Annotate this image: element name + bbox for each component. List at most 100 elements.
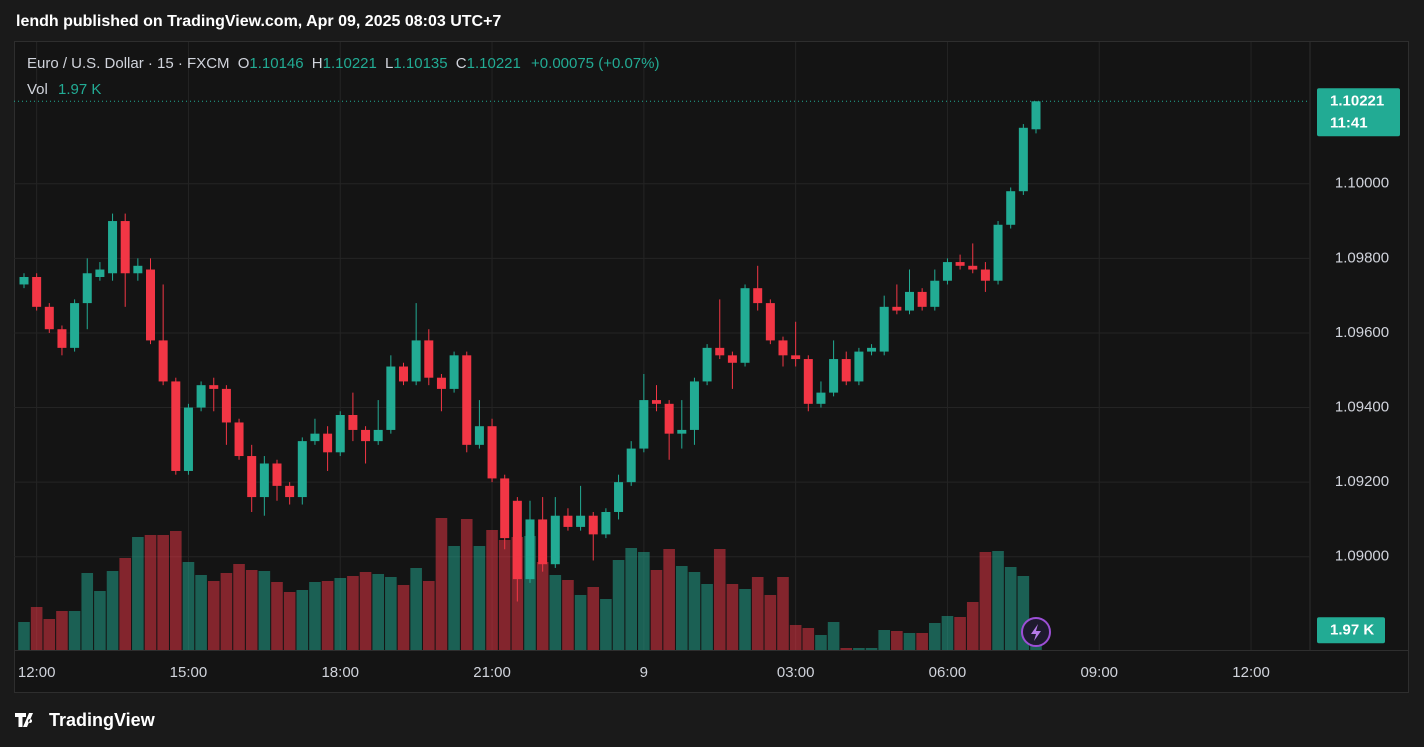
candle-body [664, 403, 674, 434]
high-label: H [312, 55, 323, 72]
alert-bolt [1031, 624, 1041, 641]
volume-bar [30, 607, 43, 650]
change: +0.00075 (+0.07%) [531, 55, 659, 72]
candle-body [44, 306, 54, 330]
candle-body [538, 519, 548, 565]
volume-bar [170, 531, 182, 650]
volume-bar [929, 623, 941, 650]
volume-bar [435, 518, 448, 650]
open-label: O [238, 55, 250, 72]
price-tag-countdown: 11:41 [1330, 114, 1368, 131]
candle-body [652, 400, 661, 404]
candle-body [146, 269, 155, 341]
candle-body [449, 355, 459, 389]
volume-bar [562, 580, 574, 650]
candle-body [348, 415, 358, 430]
volume-bar [94, 591, 106, 650]
volume-bar [309, 582, 321, 650]
volume-bar [157, 535, 169, 650]
candle-body [462, 355, 472, 445]
logo-mark [15, 713, 33, 727]
volume-bar [966, 602, 979, 650]
candle-body [689, 381, 699, 430]
volume-bar [865, 648, 878, 650]
candle-body [361, 429, 371, 442]
candle-body [500, 478, 510, 539]
volume-bar [726, 584, 739, 650]
candle-body [259, 463, 269, 498]
candle-body [892, 306, 902, 311]
volume-bar [410, 568, 422, 650]
x-tick-label: 18:00 [321, 664, 359, 681]
volume-bar [815, 635, 827, 650]
volume-tag [1317, 617, 1385, 644]
candle-body [803, 359, 813, 404]
legend: Euro / U.S. Dollar · 15 · FXCM O1.10146 … [27, 55, 659, 72]
candle-body [297, 441, 307, 498]
candle-body [95, 269, 105, 277]
volume-bar [448, 546, 460, 650]
candle-body [1031, 101, 1041, 130]
candle-body [626, 448, 636, 483]
volume-bar [245, 570, 258, 650]
candle-body [588, 515, 598, 535]
volume-bar [460, 519, 473, 650]
volume-bar [283, 592, 296, 650]
candle-body [905, 291, 914, 311]
publish-title: lendh published on TradingView.com, Apr … [16, 13, 501, 30]
volume-bar [916, 633, 928, 650]
candle-body [791, 355, 801, 360]
volume-bar [207, 581, 220, 650]
y-tick-label: 1.09600 [1335, 324, 1389, 341]
candle-body [816, 392, 826, 404]
volume-bar [106, 571, 119, 650]
candle-body [841, 359, 851, 382]
y-tick-label: 1.09000 [1335, 548, 1389, 565]
volume-bar [764, 595, 777, 650]
y-tick-label: 1.09400 [1335, 399, 1389, 416]
volume-bar [321, 581, 334, 650]
candle-body [171, 381, 181, 471]
candle-body [917, 291, 927, 307]
candle-body [930, 280, 940, 307]
volume-bar [676, 566, 688, 650]
candle-body [702, 347, 712, 382]
x-tick-label: 06:00 [929, 664, 967, 681]
candle-body [436, 377, 446, 389]
close-value: 1.10221 [467, 55, 521, 72]
y-tick-label: 1.09800 [1335, 249, 1389, 266]
candle-body [677, 429, 687, 434]
volume-bar [625, 548, 637, 650]
volume-bar [18, 622, 30, 650]
candle-body [247, 456, 257, 498]
volume-bar [612, 560, 625, 650]
candle-body [183, 407, 193, 471]
plot [14, 100, 1310, 650]
volume-bar [574, 595, 587, 650]
candle-body [993, 224, 1003, 281]
candle-body [32, 276, 42, 307]
volume-bar [1017, 576, 1030, 650]
candle-body [765, 303, 775, 341]
volume-bar [789, 625, 802, 650]
volume-bar [878, 630, 890, 650]
candle-body [1018, 127, 1028, 192]
candle-body [386, 366, 396, 430]
volume-bar [56, 611, 68, 650]
volume-bar [486, 530, 498, 650]
candle-body [82, 273, 92, 304]
volume-bar [258, 571, 271, 650]
volume-bar [81, 573, 94, 650]
volume-bar [903, 633, 916, 650]
axes: 1.09000 1.09200 1.09400 1.09600 1.09800 1.100… [18, 88, 1400, 681]
volume-bar [827, 622, 840, 650]
candle-body [209, 385, 219, 389]
low-value: 1.10135 [393, 55, 447, 72]
candle-body [424, 340, 434, 378]
x-tick-label: 12:00 [1232, 664, 1270, 681]
volume-bar [992, 551, 1004, 650]
price-tag-value: 1.10221 [1330, 92, 1384, 109]
candle-body [285, 485, 295, 498]
candle-body [955, 262, 965, 266]
volume-bar [385, 577, 397, 650]
